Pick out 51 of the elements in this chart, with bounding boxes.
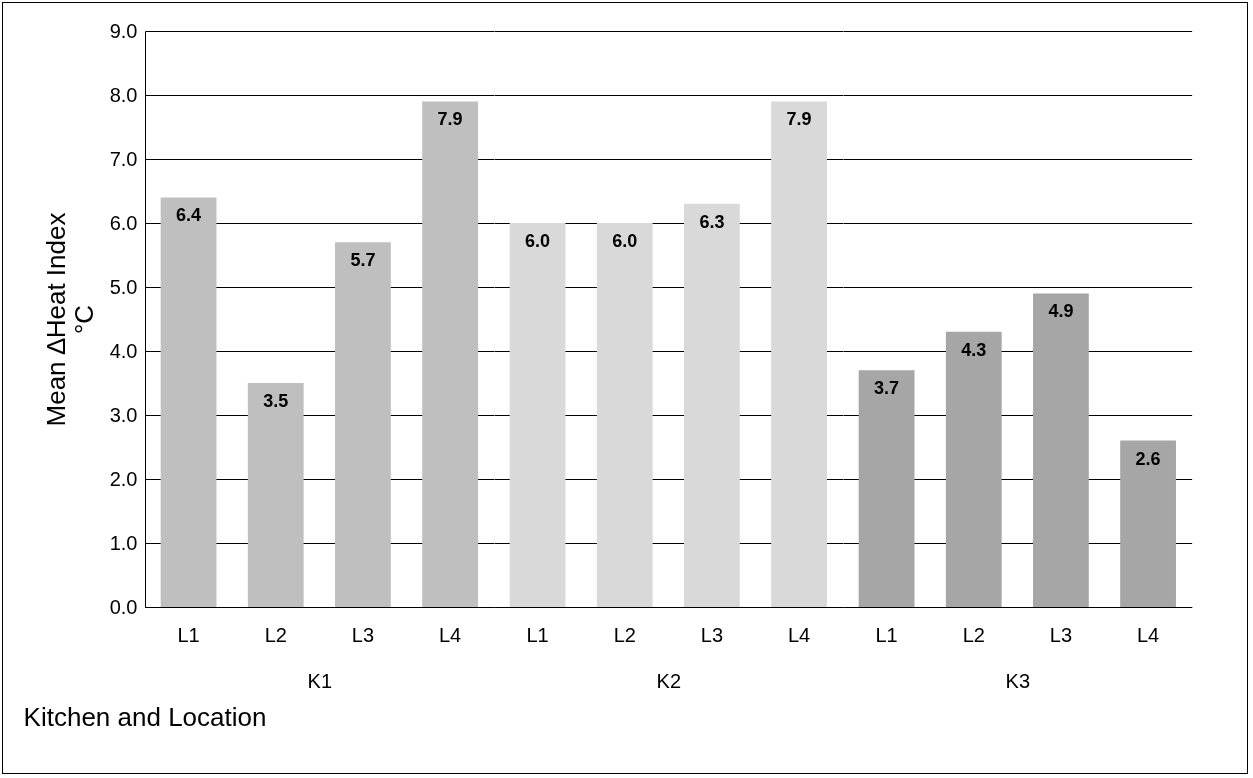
x-tick-label: L2 (613, 623, 636, 646)
text: K3 (1005, 669, 1031, 692)
bar (247, 383, 304, 607)
bar (422, 101, 478, 607)
y-tick-label: 0.0 (109, 595, 138, 618)
x-tick-label: L1 (177, 623, 200, 646)
bar (858, 370, 915, 607)
x-tick-label: L4 (787, 623, 811, 646)
bar (771, 101, 827, 607)
bar (335, 242, 391, 607)
bar (1120, 440, 1176, 607)
data-label: 3.5 (263, 391, 289, 411)
data-label: 3.7 (874, 378, 900, 399)
bar (160, 197, 217, 607)
data-label: 7.9 (786, 109, 812, 130)
x-tick-label: L2 (962, 623, 985, 646)
data-label: 6.0 (612, 231, 638, 251)
bar (684, 203, 740, 607)
x-tick-label: L1 (526, 623, 549, 646)
data-label: 4.9 (1048, 301, 1074, 322)
y-tick-label: 4.0 (109, 339, 138, 362)
bar (596, 223, 653, 607)
data-label: 6.0 (525, 231, 551, 251)
y-tick-label: 3.0 (109, 403, 138, 426)
x-tick-label: L3 (351, 623, 375, 646)
y-tick-label: 2.0 (109, 467, 138, 490)
y-tick-label: 8.0 (109, 83, 138, 106)
y-tick-label: 6.0 (109, 211, 138, 234)
y-axis-title: Mean ∆Heat Index °C (40, 212, 99, 427)
data-label: 5.7 (350, 250, 376, 271)
bar (1033, 293, 1089, 607)
text: K1 (307, 669, 333, 692)
data-label: 7.9 (437, 109, 463, 130)
data-label: 2.6 (1135, 448, 1161, 469)
data-label: 6.4 (176, 205, 202, 226)
x-tick-label: L4 (438, 623, 462, 646)
bar (509, 223, 566, 607)
y-tick-label: 5.0 (109, 275, 138, 298)
x-tick-label: L1 (875, 623, 898, 646)
data-label: 6.3 (699, 211, 725, 232)
x-tick-label: L4 (1136, 623, 1160, 646)
x-tick-label: L2 (264, 623, 287, 646)
bar (945, 331, 1002, 607)
y-tick-label: 9.0 (109, 19, 138, 42)
y-tick-label: 1.0 (109, 531, 138, 554)
y-tick-label: 7.0 (109, 147, 138, 170)
x-axis-title: Kitchen and Location (23, 702, 267, 732)
x-tick-label: L3 (1049, 623, 1073, 646)
text: K2 (656, 669, 682, 692)
x-tick-label: L3 (700, 623, 724, 646)
data-label: 4.3 (961, 339, 987, 360)
